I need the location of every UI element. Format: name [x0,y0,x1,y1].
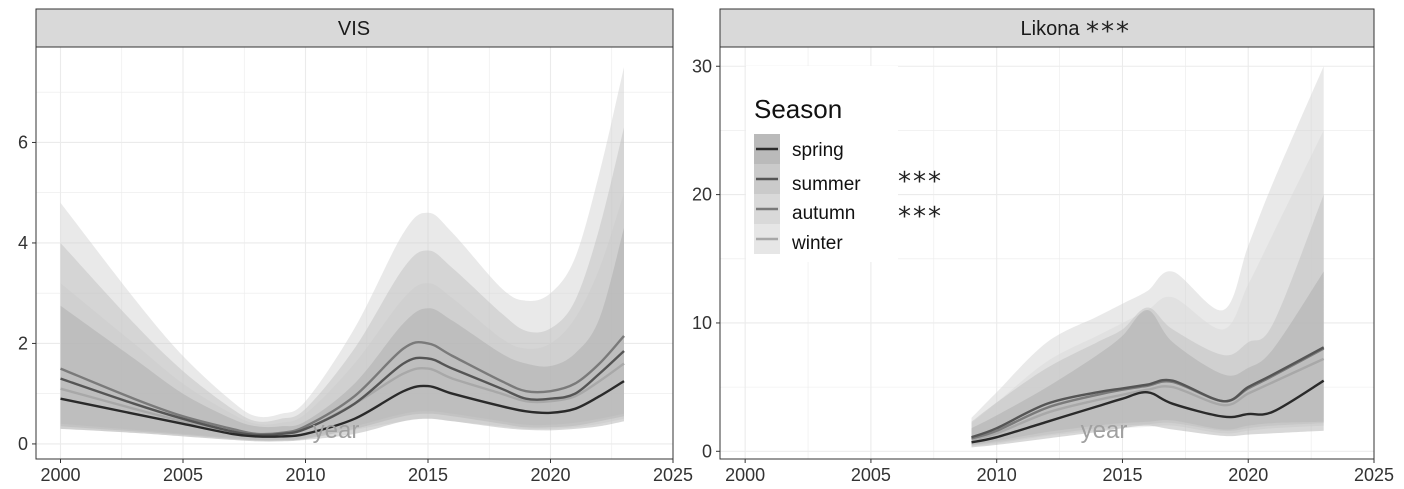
ribbon-autumn [60,67,624,441]
x-tick-label: 2010 [285,465,325,485]
legend: Season spring summer autumn winter *** *… [746,66,943,262]
legend-summer-significance-marker: *** [898,167,943,197]
x-tick-label: 2010 [977,465,1017,485]
legend-title: Season [754,94,842,124]
x-tick-label: 2005 [851,465,891,485]
x-tick-label: 2020 [1228,465,1268,485]
panel-vis-strip [35,8,674,48]
x-tick-label: 2015 [1102,465,1142,485]
x-tick-label: 2025 [1354,465,1394,485]
panel-likona-lines [971,346,1325,444]
panel-vis-title: VIS [338,18,370,40]
x-tick-label: 2015 [408,465,448,485]
legend-label-winter: winter [791,233,843,254]
x-tick-label: 2005 [163,465,203,485]
panel-vis-y-axis: 0 2 4 6 [18,132,36,454]
y-tick-label: 0 [702,441,712,461]
x-tick-label: 2000 [40,465,80,485]
y-tick-label: 6 [18,132,28,152]
y-tick-label: 2 [18,333,28,353]
line-summer [60,350,625,437]
x-tick-label: 2000 [725,465,765,485]
panel-likona-grid [720,47,1374,459]
panel-likona-y-axis: 0 10 20 30 [692,56,720,461]
line-autumn [60,335,625,436]
panel-likona-significance-marker: *** [1086,17,1131,47]
panel-vis-plot-area [35,46,674,460]
y-tick-label: 20 [692,185,712,205]
panel-vis-x-axis: 2000 2005 2010 2015 2020 2025 [40,459,693,485]
legend-label-autumn: autumn [792,203,855,224]
ribbon-winter [971,130,1324,447]
panel-likona-x-axis-title: year [1081,417,1128,444]
panel-likona: Likona *** 0 10 20 30 2000 2005 2010 201… [692,8,1394,485]
legend-keys [754,134,780,254]
panel-vis: VIS 0 2 4 6 2000 2005 2010 2015 2020 202… [18,8,693,485]
x-tick-label: 2020 [530,465,570,485]
line-winter [971,357,1325,441]
y-tick-label: 4 [18,233,28,253]
legend-label-summer: summer [792,174,861,195]
line-summer [971,346,1325,439]
panel-vis-x-axis-title: year [313,417,360,444]
line-spring [971,379,1325,444]
ribbon-autumn [971,66,1324,446]
y-tick-label: 10 [692,313,712,333]
panel-likona-strip [719,8,1375,48]
legend-autumn-significance-marker: *** [898,202,943,232]
panel-likona-x-axis: 2000 2005 2010 2015 2020 2025 [725,459,1394,485]
y-tick-label: 0 [18,434,28,454]
ribbon-winter [60,192,624,442]
legend-label-spring: spring [792,140,844,161]
ribbon-summer [971,194,1324,445]
panel-likona-title: Likona [1021,18,1081,40]
panel-vis-lines [60,335,625,438]
ribbon-summer [60,127,624,441]
y-tick-label: 30 [692,56,712,76]
line-spring [60,380,625,438]
x-tick-label: 2025 [653,465,693,485]
